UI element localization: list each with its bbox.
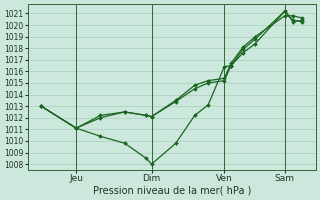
- X-axis label: Pression niveau de la mer( hPa ): Pression niveau de la mer( hPa ): [92, 186, 251, 196]
